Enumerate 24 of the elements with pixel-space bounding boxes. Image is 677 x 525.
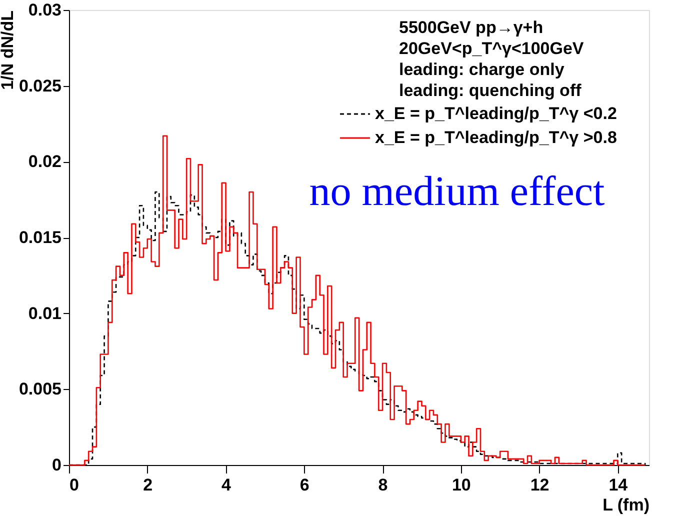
x-tick-label: 8 [378, 476, 388, 494]
y-tick-label: 0.015 [18, 228, 62, 247]
y-tick-label: 0.02 [28, 152, 62, 172]
x-tick-label: 4 [222, 476, 232, 494]
x-tick-label: 12 [530, 476, 550, 494]
y-tick-label: 0 [52, 456, 62, 474]
annotation: 20GeV<p_T^γ<100GeV [399, 39, 584, 58]
annotation: no medium effect [309, 169, 606, 215]
x-tick-label: 6 [300, 476, 310, 494]
y-axis-title: 1/N dN/dL [0, 10, 17, 90]
annotation: leading: charge only [399, 60, 565, 79]
x-tick-label: 10 [452, 476, 471, 494]
annotation: 5500GeV pp→γ+h [399, 18, 544, 37]
x-axis-title: L (fm) [602, 496, 650, 514]
y-tick-label: 0.03 [28, 0, 62, 20]
x-tick-label: 0 [70, 476, 79, 494]
y-tick-label: 0.01 [28, 304, 62, 323]
x-tick-label: 2 [143, 476, 153, 494]
legend-label: x_E = p_T^leading/p_T^γ <0.2 [375, 104, 617, 123]
legend-label: x_E = p_T^leading/p_T^γ >0.8 [375, 128, 617, 147]
y-tick-label: 0.025 [18, 76, 62, 96]
y-tick-label: 0.005 [18, 380, 62, 399]
annotation: leading: quenching off [399, 81, 582, 100]
x-tick-label: 14 [608, 476, 628, 494]
